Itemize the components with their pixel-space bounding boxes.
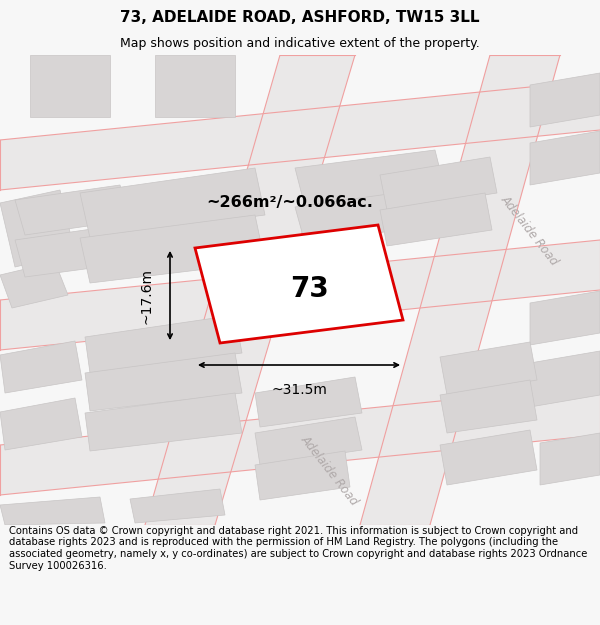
Text: 73: 73 — [290, 275, 328, 303]
Polygon shape — [255, 451, 350, 500]
Polygon shape — [0, 262, 68, 308]
Polygon shape — [530, 131, 600, 185]
Polygon shape — [85, 393, 242, 451]
Polygon shape — [530, 351, 600, 407]
Polygon shape — [0, 240, 600, 350]
Polygon shape — [0, 398, 82, 450]
Polygon shape — [380, 157, 497, 210]
Text: ~266m²/~0.066ac.: ~266m²/~0.066ac. — [206, 195, 373, 210]
Polygon shape — [255, 377, 362, 427]
Polygon shape — [85, 315, 242, 373]
Text: Map shows position and indicative extent of the property.: Map shows position and indicative extent… — [120, 38, 480, 51]
Polygon shape — [155, 55, 235, 117]
Polygon shape — [15, 225, 130, 277]
Text: Adelaide Road: Adelaide Road — [499, 192, 562, 268]
Polygon shape — [530, 73, 600, 127]
Text: ~17.6m: ~17.6m — [140, 268, 154, 324]
Polygon shape — [295, 150, 445, 207]
Polygon shape — [15, 185, 130, 235]
Polygon shape — [530, 291, 600, 345]
Polygon shape — [440, 342, 537, 395]
Polygon shape — [130, 489, 225, 523]
Polygon shape — [30, 55, 110, 117]
Polygon shape — [0, 385, 600, 495]
Polygon shape — [0, 341, 82, 393]
Polygon shape — [540, 433, 600, 485]
Polygon shape — [80, 168, 265, 238]
Polygon shape — [145, 55, 355, 525]
Polygon shape — [255, 417, 362, 465]
Polygon shape — [440, 430, 537, 485]
Text: Adelaide Road: Adelaide Road — [299, 432, 361, 508]
Polygon shape — [380, 193, 492, 246]
Text: ~31.5m: ~31.5m — [271, 383, 327, 397]
Polygon shape — [0, 80, 600, 190]
Text: 73, ADELAIDE ROAD, ASHFORD, TW15 3LL: 73, ADELAIDE ROAD, ASHFORD, TW15 3LL — [120, 10, 480, 25]
Polygon shape — [295, 191, 420, 243]
Polygon shape — [85, 353, 242, 411]
Polygon shape — [0, 190, 75, 267]
Polygon shape — [80, 215, 265, 283]
Polygon shape — [440, 380, 537, 433]
Polygon shape — [0, 497, 105, 525]
Text: Contains OS data © Crown copyright and database right 2021. This information is : Contains OS data © Crown copyright and d… — [9, 526, 587, 571]
Polygon shape — [195, 225, 403, 343]
Polygon shape — [360, 55, 560, 525]
